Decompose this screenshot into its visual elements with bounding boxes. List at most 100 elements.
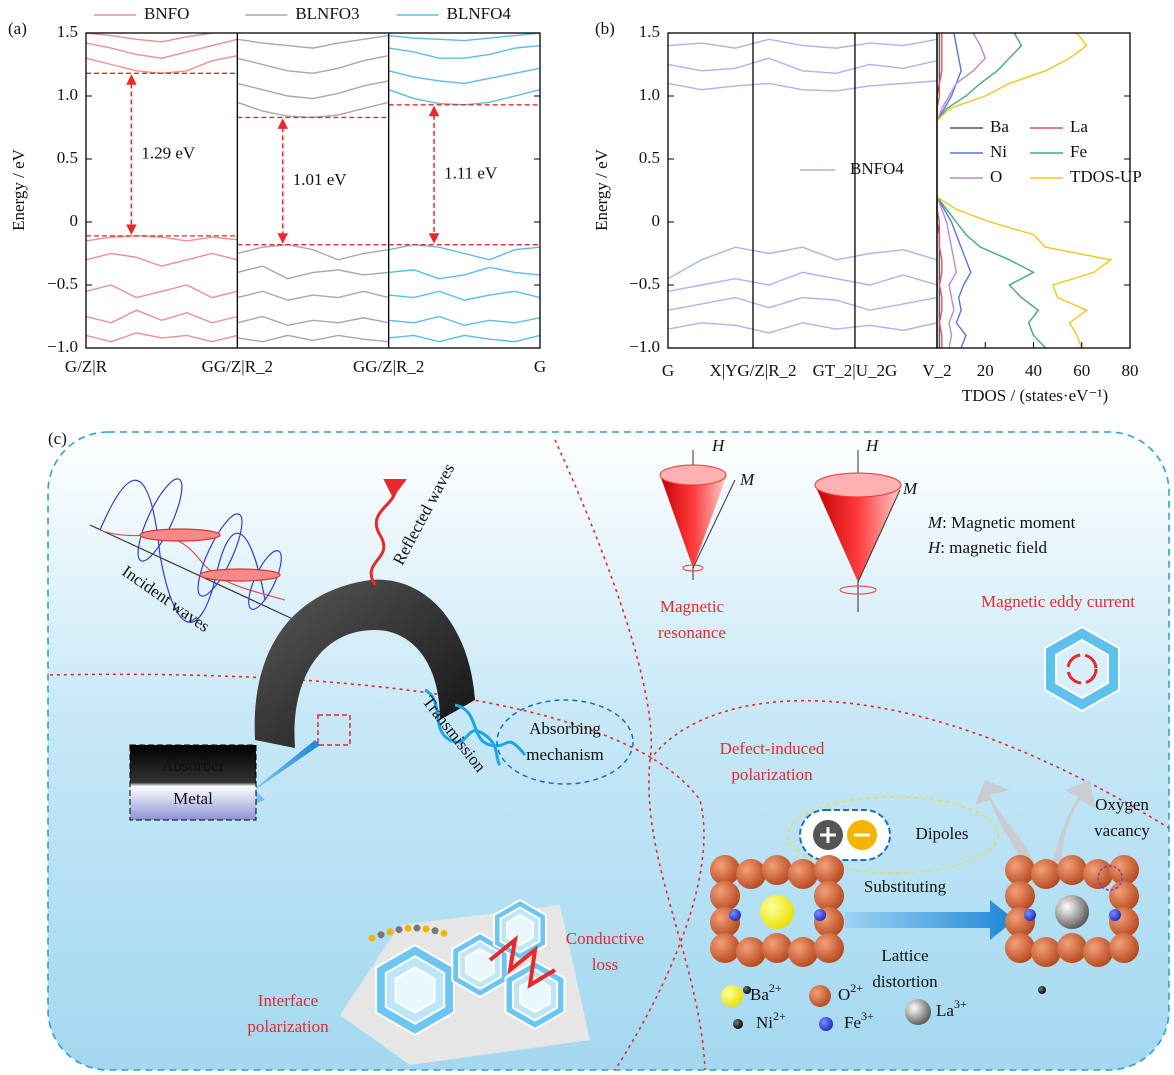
x-tick-label: G	[662, 361, 674, 380]
o-ion	[1005, 855, 1035, 885]
y-axis-label: Energy / eV	[9, 148, 28, 231]
label: Magnetic	[660, 597, 725, 616]
label: M	[902, 479, 918, 498]
charts: 1.29 eVBNFO1.01 eVBLNFO31.11 eVBLNFO4G/Z…	[8, 4, 1142, 405]
legend-label: Ni	[990, 142, 1007, 161]
fe-ion	[1024, 909, 1036, 921]
o-ion	[736, 859, 766, 889]
charge-dot	[432, 927, 439, 934]
band	[668, 298, 937, 311]
o-ion	[1005, 933, 1035, 963]
charge-dot	[369, 935, 376, 942]
dos-line	[937, 33, 1046, 348]
fe-ion	[1109, 909, 1121, 921]
ion-charge: 2+	[773, 1009, 786, 1023]
y-tick-label: 1.5	[639, 22, 660, 41]
band	[237, 102, 388, 117]
y-tick-label: 0.5	[57, 148, 78, 167]
o-ion	[710, 933, 740, 963]
dos-line	[937, 33, 985, 348]
gap-label: 1.29 eV	[141, 143, 196, 162]
center-ion	[760, 895, 794, 929]
x-tick-label: GG/Z|R_2	[202, 357, 273, 376]
band	[237, 81, 388, 99]
hexagon	[396, 968, 435, 1013]
legend-label: O	[990, 167, 1002, 186]
ion-charge: 2+	[769, 981, 782, 995]
plot-frame	[937, 33, 1130, 348]
band	[668, 81, 937, 91]
y-tick-label: 1.0	[57, 85, 78, 104]
label: loss	[592, 955, 618, 974]
hexagon	[507, 915, 533, 945]
band	[237, 266, 388, 279]
legend-label: Fe	[1070, 142, 1087, 161]
y-tick-label: −0.5	[629, 274, 660, 293]
band	[237, 36, 388, 49]
band	[86, 254, 237, 267]
panel-label: (a)	[8, 19, 27, 38]
o-ion	[762, 855, 792, 885]
ion-symbol: La	[936, 1001, 954, 1020]
label: Substituting	[864, 877, 947, 896]
x-tick-label: GT_2|U_2G	[813, 361, 898, 380]
band	[237, 317, 388, 326]
band-lines	[668, 39, 937, 333]
label: Dipoles	[916, 824, 969, 843]
charge-dot	[396, 926, 403, 933]
band	[389, 90, 540, 105]
note: H: magnetic field	[927, 538, 1047, 557]
o-ion	[1031, 937, 1061, 967]
o-ion	[1057, 933, 1087, 963]
ion-charge: 2+	[850, 981, 863, 995]
note: M: Magnetic moment	[927, 513, 1076, 532]
y-tick-label: −1.0	[47, 337, 78, 356]
ion-swatch	[905, 999, 931, 1025]
o-ion	[1083, 937, 1113, 967]
o-ion	[710, 855, 740, 885]
band	[668, 272, 937, 291]
o-ion	[1109, 881, 1139, 911]
o-ion	[1057, 855, 1087, 885]
fe-ion	[814, 909, 826, 921]
o-ion	[814, 933, 844, 963]
label: Metal	[173, 789, 213, 808]
ion-swatch	[819, 1017, 833, 1031]
legend-label: BLNFO3	[295, 4, 359, 23]
figure: (c)Reflected wavesIncident wavesTransmis…	[0, 0, 1174, 1075]
charge-dot	[414, 925, 421, 932]
y-tick-label: −0.5	[47, 274, 78, 293]
panel-label: (b)	[595, 19, 615, 38]
label: Absorber	[161, 756, 225, 775]
band	[389, 33, 540, 41]
band	[86, 333, 237, 342]
label: polarization	[731, 765, 813, 784]
o-ion	[788, 937, 818, 967]
label: Interface	[258, 991, 318, 1010]
label: vacancy	[1094, 821, 1150, 840]
o-ion	[814, 855, 844, 885]
note-text: : magnetic field	[940, 538, 1047, 557]
o-ion	[1109, 855, 1139, 885]
charge-dot	[405, 925, 412, 932]
charge-dot	[378, 931, 385, 938]
plot-frame	[668, 33, 937, 348]
dos-line	[937, 33, 1111, 348]
x-tick-label: X|YG/Z|R_2	[709, 361, 796, 380]
band	[389, 335, 540, 341]
note-text: : Magnetic moment	[942, 513, 1075, 532]
o-ion	[1109, 933, 1139, 963]
band	[389, 291, 540, 300]
ion-swatch	[809, 985, 831, 1007]
ion-charge: 3+	[861, 1009, 874, 1023]
ion-swatch	[733, 1019, 743, 1029]
y-tick-label: 0	[652, 211, 661, 230]
ion-symbol: O	[838, 985, 850, 1004]
o-ion	[1005, 881, 1035, 911]
hexagon	[466, 949, 494, 981]
band	[86, 236, 237, 241]
band	[389, 245, 540, 260]
fe-ion	[729, 909, 741, 921]
ion-symbol: Fe	[844, 1013, 861, 1032]
band	[389, 46, 540, 59]
